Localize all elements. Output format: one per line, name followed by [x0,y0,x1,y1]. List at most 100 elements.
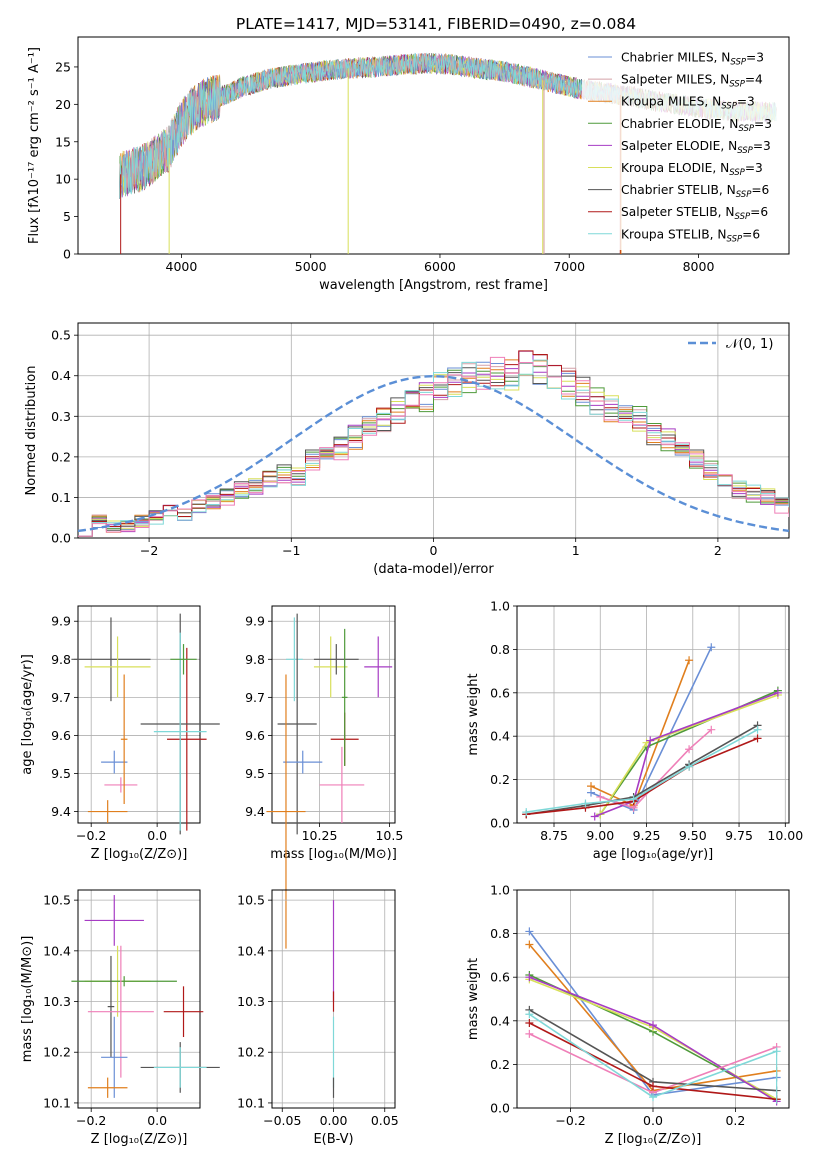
x-tick-label: −1 [282,543,300,558]
y-tick-label: 1.0 [490,599,510,614]
histogram-salpeter_elodie [78,350,789,537]
series-marker [525,940,534,949]
x-tick-label: −0.2 [76,828,106,843]
y-tick-label: 0.8 [490,642,510,657]
y-tick-label: 0.2 [51,449,71,464]
histogram-chabrier_miles [78,361,789,537]
legend-entry: Salpeter ELODIE, NSSP=3 [621,139,771,156]
series-line-pink [600,729,712,809]
series-marker [685,762,694,771]
histogram-kroupa_stelib [78,359,789,537]
series-marker [522,808,531,817]
legend-entry: Salpeter STELIB, NSSP=6 [621,205,768,222]
series-marker [525,1029,534,1038]
series-marker [753,725,762,734]
y-axis-label: mass [log₁₀(M/M⊙)] [20,936,35,1063]
y-tick-label: 9.6 [245,728,265,743]
legend-entry: Kroupa MILES, NSSP=3 [621,95,755,112]
y-tick-label: 10.1 [237,1095,265,1110]
panel-residuals: −2 −1 0 1 2 0.0 0.1 0.2 0.3 0.4 0.5 (data-model)/er… [24,322,790,577]
x-tick-label: 0.05 [371,1113,399,1128]
spectrum-legend: Chabrier MILES, NSSP=3 Salpeter MILES, NS… [582,46,783,250]
y-tick-label: 10.4 [43,943,71,958]
series-line-salpeter_elodie [594,692,779,818]
y-tick-label: 0.0 [51,531,71,546]
y-tick-label: 10 [55,172,71,187]
x-tick-label: −0.05 [263,1113,301,1128]
y-tick-label: 10.2 [43,1045,71,1060]
y-tick-label: 5 [63,209,71,224]
series-marker [590,812,599,821]
y-tick-label: 20 [55,97,71,112]
x-tick-label: 6000 [424,259,456,274]
panel-mass_vs_ebv: −0.05 0.00 0.05 10.1 10.2 10.3 10.4 10.5 E(B-V) [237,889,399,1147]
y-axis-label: Normed distribution [24,366,39,496]
y-tick-label: 9.7 [51,690,71,705]
x-tick-label: 9.25 [633,828,661,843]
series-marker [646,736,655,745]
x-axis-label: E(B-V) [313,1132,353,1147]
y-tick-label: 9.7 [245,690,265,705]
y-tick-label: 10.4 [237,943,265,958]
y-tick-label: 0.6 [490,685,510,700]
series-marker [773,688,782,697]
legend-entry: Chabrier MILES, NSSP=3 [621,51,764,68]
x-tick-label: 1 [572,543,580,558]
y-tick-label: 0.2 [490,772,510,787]
figure-title: PLATE=1417, MJD=53141, FIBERID=0490, z=0… [236,15,636,33]
panel-age_vs_mass: 10.25 10.5 9.4 9.5 9.6 9.7 9.8 9.9 mass [log₁₀(M… [245,605,403,949]
histogram-chabrier_stelib [78,362,789,537]
y-tick-label: 0.4 [490,1013,510,1028]
legend-entry: Kroupa STELIB, NSSP=6 [621,227,760,244]
y-tick-label: 10.3 [237,994,265,1009]
x-axis-label: Z [log₁₀(Z/Z⊙)] [605,1132,702,1147]
histogram-salpeter_stelib [78,350,789,537]
series-marker [649,1021,657,1030]
y-tick-label: 9.5 [245,766,265,781]
y-tick-label: 9.8 [51,652,71,667]
series-marker [525,1018,534,1027]
legend-entry: Chabrier ELODIE, NSSP=3 [621,117,772,134]
y-tick-label: 0.6 [490,970,510,985]
series-marker [707,643,716,652]
panel-mass_weight_vs_z: −0.2 0.0 0.2 0.0 0.2 0.4 0.6 0.8 1.0 Z [log₁₀(Z/Z… [466,883,790,1147]
y-tick-label: 0.0 [490,1101,510,1116]
x-tick-label: 8.75 [540,828,568,843]
panel-mass_weight_vs_age: 8.75 9.00 9.25 9.50 9.75 10.00 0.0 0.2 0.4 0.6 0.8… [466,599,803,863]
x-tick-label: 8000 [683,259,715,274]
y-tick-label: 0.8 [490,926,510,941]
y-tick-label: 0.1 [51,490,71,505]
x-tick-label: 4000 [166,259,198,274]
axes-frame [77,322,790,539]
series-line-chabrier_miles [590,646,713,812]
y-tick-label: 0.5 [51,328,71,343]
y-tick-label: 0.2 [490,1057,510,1072]
y-tick-label: 9.8 [245,652,265,667]
series-marker [649,1082,657,1091]
y-tick-label: 10.2 [237,1045,265,1060]
y-tick-label: 10.1 [43,1095,71,1110]
legend-entry: 𝒩(0, 1) [726,337,773,352]
axes-frame [271,605,396,824]
series-marker [753,734,762,743]
y-tick-label: 9.9 [51,614,71,629]
series-marker [629,795,638,804]
y-tick-label: 10.5 [43,893,71,908]
y-tick-label: 9.4 [245,804,265,819]
panel-spectrum: 4000 5000 6000 7000 8000 0 5 10 15 20 25 wavelength… [27,36,790,293]
spectrum-line-chabrier_miles [119,53,622,199]
x-tick-label: 9.75 [725,828,753,843]
y-tick-label: 10.3 [43,994,71,1009]
series-line-kroupa_elodie [599,694,779,815]
x-axis-label: Z [log₁₀(Z/Z⊙)] [91,1132,188,1147]
x-tick-label: 10.5 [375,828,403,843]
axes-frame [516,605,790,824]
series-marker [581,799,590,808]
x-tick-label: −2 [140,543,158,558]
y-axis-label: mass weight [466,673,481,755]
series-marker [525,1010,534,1019]
y-tick-label: 0.4 [51,368,71,383]
y-tick-label: 25 [55,59,71,74]
legend-entry: Chabrier STELIB, NSSP=6 [621,183,769,200]
legend-box [582,46,783,250]
